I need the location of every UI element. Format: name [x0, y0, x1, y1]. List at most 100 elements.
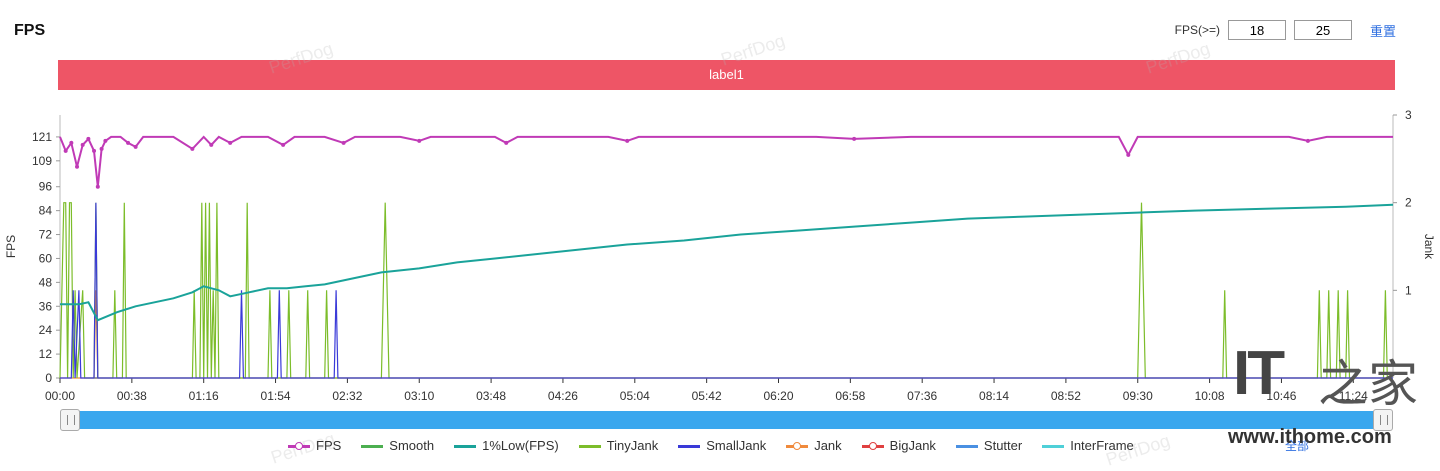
series-line-fps — [59, 135, 1393, 187]
legend-item-jank[interactable]: Jank — [786, 438, 842, 453]
y-axis-title: FPS — [4, 235, 18, 258]
x-tick-label: 03:48 — [476, 389, 506, 403]
fps-point — [126, 140, 131, 145]
legend-swatch — [678, 439, 701, 453]
x-tick-label: 05:04 — [620, 389, 650, 403]
fps-point — [80, 142, 85, 147]
fps-point — [133, 144, 138, 149]
legend-swatch-dot — [868, 441, 877, 450]
y-tick-label: 0 — [45, 371, 52, 385]
legend-label: FPS — [316, 438, 342, 453]
fps-point — [341, 140, 346, 145]
legend-swatch — [861, 439, 884, 453]
fps-point — [1126, 152, 1131, 157]
fps-point — [1305, 138, 1310, 143]
label-bar[interactable]: label1 — [58, 60, 1395, 90]
legend-swatch — [288, 439, 310, 453]
legend-swatch-line — [361, 444, 384, 448]
x-tick-label: 09:30 — [1123, 389, 1153, 403]
y-tick-label: 109 — [32, 154, 52, 168]
y-tick-label: 60 — [39, 251, 53, 265]
fps-high-input[interactable] — [1293, 20, 1352, 40]
chart-legend: FPS Smooth 1%Low(FPS) TinyJank SmallJank Jank… — [288, 438, 1134, 453]
series-line-smalljank — [60, 202, 1393, 379]
legend-swatch-line — [955, 444, 978, 448]
legend-item-fps[interactable]: FPS — [288, 438, 341, 453]
x-tick-label: 01:16 — [189, 389, 219, 403]
x-tick-label: 08:52 — [1051, 389, 1081, 403]
legend-swatch — [955, 439, 978, 453]
fps-point — [92, 148, 97, 153]
legend-item-smalljank[interactable]: SmallJank — [678, 438, 766, 453]
show-all-link[interactable]: 全部 — [1285, 439, 1310, 453]
legend-label: TinyJank — [606, 438, 659, 453]
legend-label: Stutter — [983, 438, 1023, 453]
series-line-jank — [60, 290, 1393, 379]
fps-point — [209, 142, 214, 147]
legend-swatch-line — [578, 444, 601, 448]
y-tick-label: 48 — [39, 275, 53, 289]
slider-right-handle[interactable] — [1373, 409, 1393, 431]
x-tick-label: 03:10 — [404, 389, 434, 403]
y2-axis-title: Jank — [1422, 234, 1436, 260]
fps-point — [63, 148, 68, 153]
fps-point — [625, 138, 630, 143]
legend-swatch-line — [1042, 444, 1065, 448]
legend-item-interframe[interactable]: InterFrame — [1042, 438, 1134, 453]
fps-point — [103, 138, 108, 143]
fps-point — [69, 140, 74, 145]
x-tick-label: 10:08 — [1195, 389, 1225, 403]
x-tick-label: 05:42 — [692, 389, 722, 403]
y-tick-label: 24 — [39, 323, 53, 337]
logo-cn-text: 之家 — [1318, 355, 1418, 413]
legend-item-1-low-fps-[interactable]: 1%Low(FPS) — [454, 438, 559, 453]
legend-item-bigjank[interactable]: BigJank — [861, 438, 936, 453]
legend-label: BigJank — [889, 438, 936, 453]
reset-button[interactable]: 重置 — [1369, 23, 1396, 39]
y-tick-label: 121 — [32, 130, 52, 144]
x-tick-label: 02:32 — [332, 389, 362, 403]
x-tick-label: 06:58 — [835, 389, 865, 403]
legend-label: InterFrame — [1070, 438, 1134, 453]
legend-swatch-line — [454, 444, 477, 448]
legend-item-smooth[interactable]: Smooth — [361, 438, 434, 453]
y-tick-label: 96 — [39, 180, 53, 194]
y2-tick-label: 2 — [1405, 196, 1412, 210]
legend-item-tinyjank[interactable]: TinyJank — [578, 438, 659, 453]
page-title: FPS — [14, 22, 46, 39]
fps-point — [504, 140, 509, 145]
x-tick-label: 00:38 — [117, 389, 147, 403]
legend-swatch — [578, 439, 601, 453]
y-tick-label: 36 — [39, 299, 53, 313]
y2-tick-label: 1 — [1405, 283, 1412, 297]
x-tick-label: 11:24 — [1339, 389, 1368, 403]
fps-point — [75, 164, 80, 169]
legend-swatch — [454, 439, 477, 453]
fps-point — [281, 142, 286, 147]
fps-low-input[interactable] — [1227, 20, 1286, 40]
y-tick-label: 12 — [39, 347, 53, 361]
fps-point — [190, 146, 195, 151]
x-tick-label: 08:14 — [979, 389, 1009, 403]
x-tick-label: 04:26 — [548, 389, 578, 403]
legend-swatch-line — [678, 444, 701, 448]
logo-url-text: www.ithome.com — [1228, 426, 1392, 448]
fps-point — [417, 138, 422, 143]
fps-point — [852, 136, 857, 141]
fps-point — [95, 184, 100, 189]
timeline-slider[interactable] — [60, 411, 1393, 429]
ithome-logo: IT 之家 www.ithome.com — [1223, 338, 1418, 453]
logo-it-text: IT — [1233, 339, 1285, 408]
y-tick-label: 84 — [39, 204, 53, 218]
slider-left-handle[interactable] — [60, 409, 80, 431]
legend-swatch — [361, 439, 384, 453]
fps-point — [228, 140, 233, 145]
fps-point — [99, 146, 104, 151]
legend-label: Jank — [814, 438, 842, 453]
legend-swatch-dot — [793, 441, 802, 450]
legend-item-stutter[interactable]: Stutter — [955, 438, 1023, 453]
y2-tick-label: 3 — [1405, 108, 1412, 122]
legend-label: Smooth — [389, 438, 435, 453]
legend-swatch-dot — [295, 441, 303, 450]
